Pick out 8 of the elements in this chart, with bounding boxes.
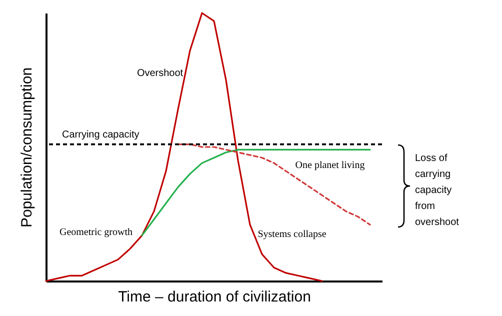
annotation: Systems collapse xyxy=(258,229,327,240)
text: Loss of carrying capacity from overshoot xyxy=(415,153,460,228)
ref-line-label: Carrying capacity xyxy=(62,129,140,140)
y-axis-title: Population/consumption xyxy=(18,67,36,228)
annotation: Geometric growth xyxy=(59,227,133,238)
x-axis-title: Time – duration of civilization xyxy=(118,288,311,306)
annotation: One planet living xyxy=(295,160,365,171)
annotation: Overshoot xyxy=(136,68,184,79)
